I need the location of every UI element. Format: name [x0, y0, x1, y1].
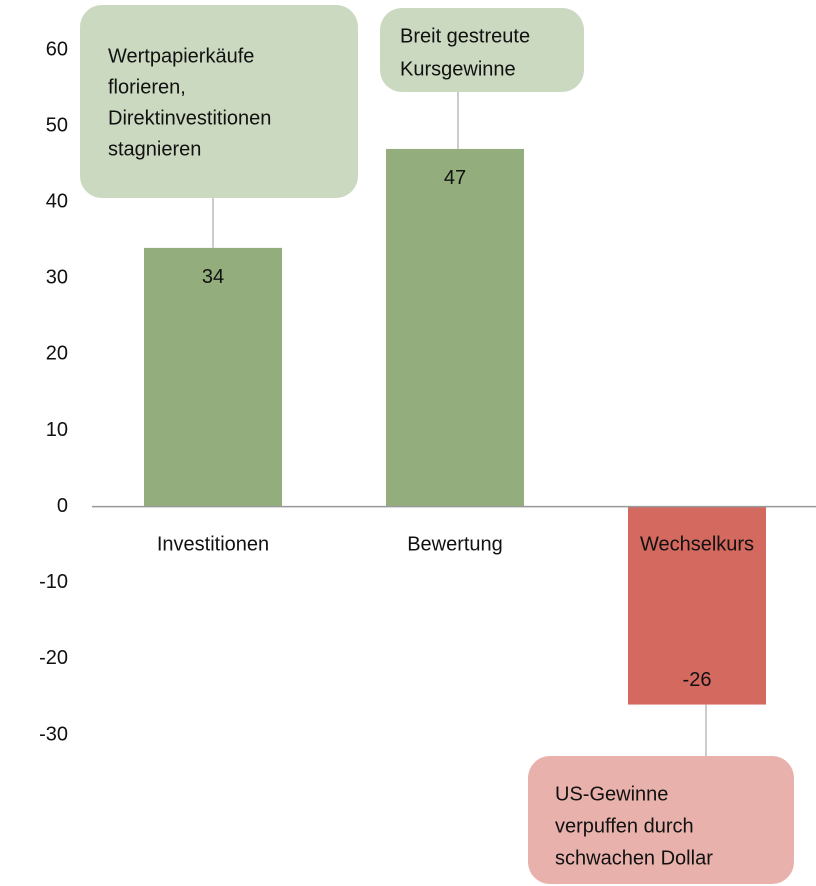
value-label: -26: [683, 669, 712, 691]
y-tick-label: 20: [46, 343, 68, 365]
y-tick-label: -30: [39, 723, 68, 745]
annotation-text: US-Gewinne: [555, 783, 668, 805]
annotation-text: Kursgewinne: [400, 58, 516, 80]
annotation-box: [380, 8, 584, 92]
y-tick-label: -10: [39, 571, 68, 593]
annotation-text: florieren,: [108, 76, 186, 98]
annotation-text: verpuffen durch: [555, 815, 694, 837]
value-label: 34: [202, 266, 224, 288]
bar: [144, 247, 282, 507]
bar: [386, 148, 524, 507]
annotation-text: Wertpapierkäufe: [108, 45, 254, 67]
y-tick-label: 50: [46, 114, 68, 136]
y-tick-label: 10: [46, 419, 68, 441]
y-tick-label: -20: [39, 647, 68, 669]
annotation-text: Direktinvestitionen: [108, 107, 271, 129]
y-tick-label: 0: [57, 495, 68, 517]
x-tick-label: Investitionen: [157, 533, 269, 555]
y-tick-label: 40: [46, 191, 68, 213]
bar: [628, 506, 766, 705]
y-tick-label: 30: [46, 267, 68, 289]
annotation-text: stagnieren: [108, 138, 201, 160]
x-tick-label: Wechselkurs: [640, 533, 754, 555]
annotation-box: [80, 5, 358, 198]
y-tick-label: 60: [46, 38, 68, 60]
annotation-text: schwachen Dollar: [555, 847, 713, 869]
annotation-box: [528, 756, 794, 884]
annotation-text: Breit gestreute: [400, 25, 530, 47]
value-label: 47: [444, 167, 466, 189]
x-tick-label: Bewertung: [407, 533, 503, 555]
